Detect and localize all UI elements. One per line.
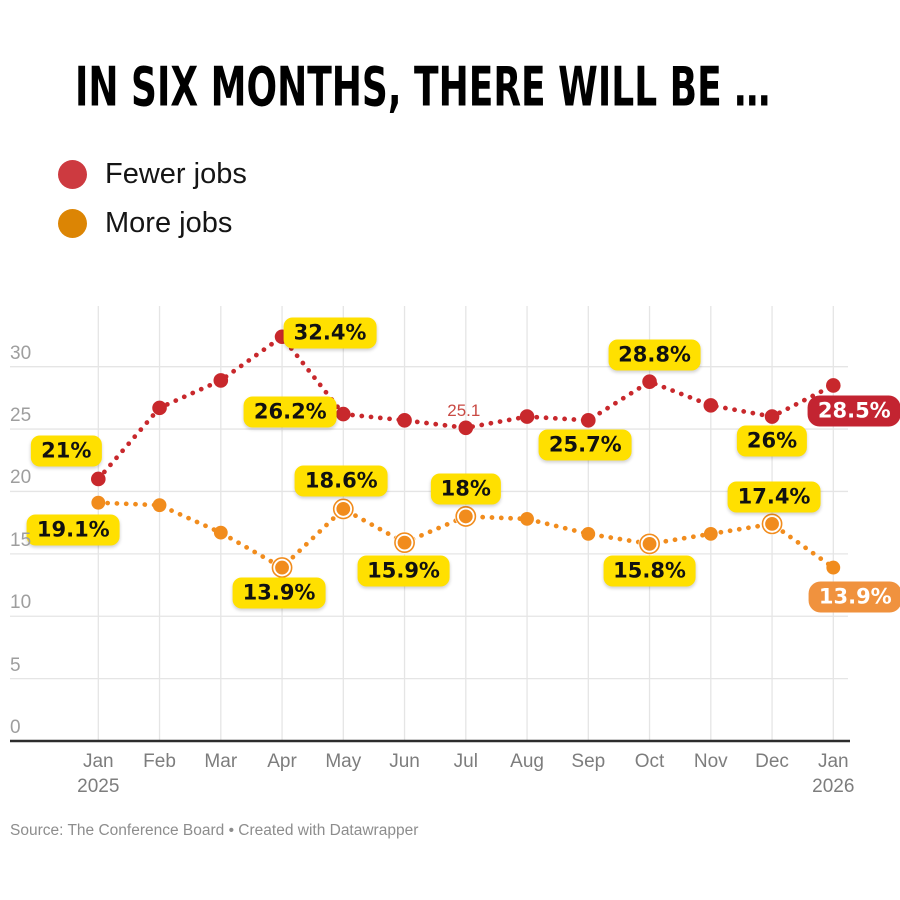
- value-label: 18%: [430, 473, 501, 505]
- data-point: [642, 536, 657, 551]
- value-label: 15.9%: [357, 555, 450, 587]
- data-point: [581, 526, 596, 541]
- x-tick-label: May: [325, 751, 362, 772]
- x-tick-label: Mar: [204, 751, 238, 772]
- x-tick-label: Aug: [510, 751, 544, 772]
- data-point: [520, 512, 534, 526]
- x-tick-label: Jan: [817, 751, 849, 772]
- data-point: [91, 471, 106, 487]
- legend-label: Fewer jobs: [105, 157, 247, 190]
- value-label: 32.4%: [283, 317, 377, 349]
- data-point: [581, 413, 596, 428]
- y-tick-label: 0: [10, 717, 21, 738]
- data-point: [826, 378, 841, 393]
- legend-item-more-jobs: More jobs: [58, 207, 232, 239]
- marker-ring: [761, 513, 783, 535]
- value-label: 21%: [31, 435, 102, 467]
- y-tick-label: 15: [10, 529, 32, 551]
- data-point: [764, 409, 780, 424]
- data-point: [152, 498, 167, 513]
- value-label: 13.9%: [808, 581, 900, 613]
- value-label: 25.7%: [538, 429, 632, 461]
- value-label: 28.5%: [807, 395, 900, 427]
- data-point: [765, 517, 779, 531]
- data-point: [397, 413, 412, 428]
- value-label: 18.6%: [294, 465, 388, 497]
- y-tick-label: 5: [10, 654, 21, 676]
- x-tick-label: Jan: [82, 751, 114, 772]
- x-tick-label: Feb: [143, 751, 176, 772]
- data-point: [703, 526, 718, 541]
- value-label: 26.2%: [243, 396, 337, 428]
- data-point: [703, 398, 719, 413]
- data-point: [213, 373, 229, 388]
- data-point: [275, 560, 289, 575]
- marker-ring: [332, 498, 354, 520]
- legend-dot-orange-icon: [58, 208, 87, 238]
- value-label: 25.1: [447, 400, 481, 420]
- legend-item-fewer-jobs: Fewer jobs: [58, 158, 247, 190]
- value-label: 28.8%: [608, 339, 701, 371]
- data-point: [336, 502, 351, 516]
- value-label: 19.1%: [26, 514, 120, 546]
- source-attribution: Source: The Conference Board • Created w…: [10, 822, 419, 839]
- x-tick-label: Sep: [571, 751, 606, 772]
- chart-title: IN SIX MONTHS, THERE WILL BE …: [75, 56, 771, 119]
- x-tick-label: Jul: [453, 751, 478, 772]
- value-label: 17.4%: [727, 481, 821, 513]
- data-point: [642, 374, 657, 389]
- legend-dot-red-icon: [58, 159, 87, 189]
- x-tick-label: Jun: [389, 751, 420, 772]
- x-tick-year-label: 2026: [812, 776, 855, 797]
- data-point: [826, 560, 841, 575]
- y-tick-label: 30: [10, 342, 32, 364]
- data-point: [397, 535, 412, 550]
- x-tick-label: Dec: [755, 751, 789, 772]
- y-tick-label: 25: [10, 405, 32, 427]
- x-tick-year-label: 2025: [77, 776, 120, 797]
- data-point: [336, 406, 351, 422]
- x-tick-label: Nov: [693, 751, 728, 772]
- data-point: [152, 400, 167, 416]
- value-label: 26%: [736, 425, 808, 457]
- data-point: [458, 420, 474, 436]
- data-point: [91, 495, 106, 510]
- data-point: [213, 525, 228, 540]
- legend-label: More jobs: [105, 206, 233, 239]
- marker-ring: [639, 533, 660, 555]
- data-point: [519, 409, 535, 424]
- value-label: 13.9%: [232, 577, 326, 609]
- x-tick-label: Oct: [634, 751, 665, 772]
- y-tick-label: 20: [10, 467, 32, 489]
- marker-ring: [455, 506, 477, 527]
- value-label: 15.8%: [603, 555, 696, 587]
- x-tick-label: Apr: [267, 751, 297, 772]
- data-point: [458, 509, 473, 524]
- marker-ring: [394, 532, 415, 554]
- y-tick-label: 10: [10, 592, 32, 614]
